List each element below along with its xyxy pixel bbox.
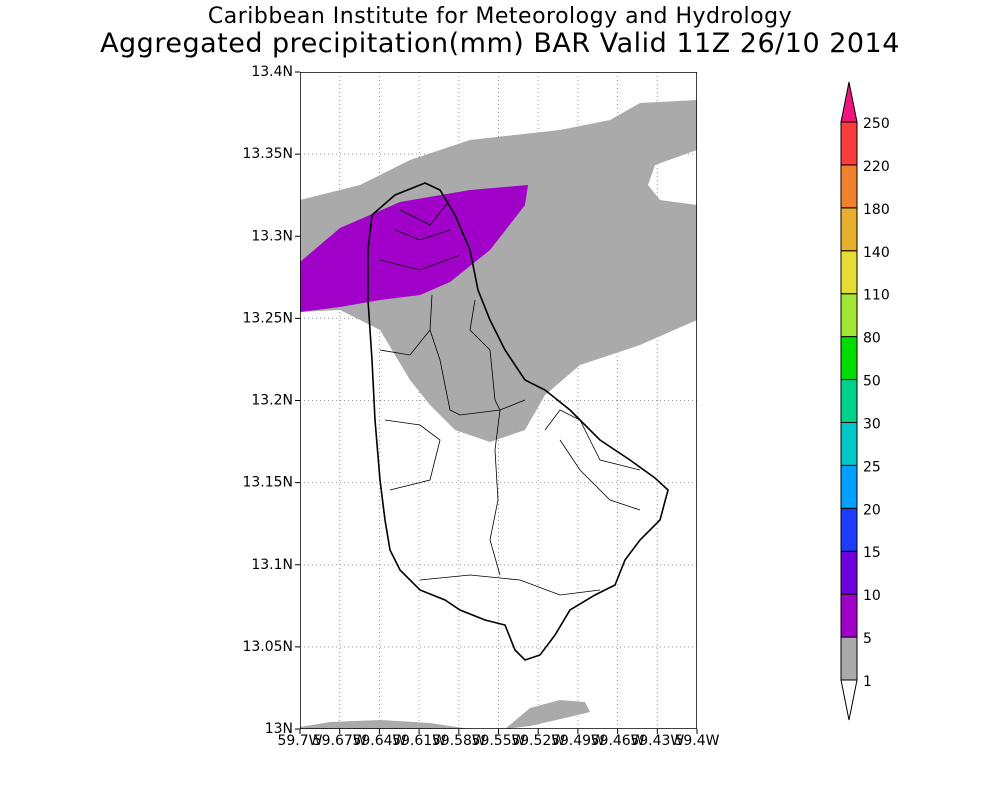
x-tick-label: 59.52W (511, 733, 565, 749)
watershed-boundaries (379, 199, 641, 596)
institute-title: Caribbean Institute for Meteorology and … (207, 4, 793, 29)
colorbar-segment (840, 164, 858, 209)
x-tick-label: 59.67W (313, 733, 367, 749)
colorbar-segment (840, 550, 858, 595)
colorbar-segment (840, 336, 858, 381)
x-tick-label: 59.4W (674, 733, 719, 749)
y-tick-label: 13.35N (242, 146, 293, 162)
colorbar-segment (840, 593, 858, 638)
y-tick-label: 13.1N (251, 557, 293, 573)
colorbar-segment (840, 207, 858, 252)
colorbar-segment (840, 250, 858, 295)
island-outline (367, 182, 669, 661)
x-tick-label: 59.58W (432, 733, 486, 749)
map-title: Aggregated precipitation(mm) BAR Valid 1… (100, 28, 900, 59)
y-tick-label: 13.3N (251, 228, 293, 244)
x-tick-label: 59.7W (277, 733, 322, 749)
y-axis: 13N 13.05N 13.1N 13.15N 13.2N 13.25N 13.3N 13.3… (242, 64, 300, 737)
colorbar-label: 180 (863, 202, 890, 218)
x-tick-label: 59.61W (392, 733, 446, 749)
colorbar-label: 30 (863, 416, 881, 432)
colorbar-label: 1 (863, 674, 872, 690)
colorbar-above-triangle (840, 81, 858, 123)
y-tick-label: 13.4N (251, 64, 293, 80)
precip-5-10mm-area (300, 185, 528, 312)
x-tick-label: 59.46W (591, 733, 645, 749)
colorbar-label: 15 (863, 545, 881, 561)
colorbar-label: 20 (863, 502, 881, 518)
colorbar-segment (840, 293, 858, 338)
colorbar-label: 250 (863, 116, 890, 132)
colorbar-label: 80 (863, 331, 881, 347)
precip-1-5mm-area-south (300, 700, 590, 729)
y-tick-label: 13.25N (242, 310, 293, 326)
x-tick-label: 59.43W (630, 733, 684, 749)
colorbar-label: 110 (863, 288, 890, 304)
x-tick-label: 59.55W (472, 733, 526, 749)
x-axis: 59.7W59.67W59.64W59.61W59.58W59.55W59.52… (277, 729, 720, 749)
colorbar-segment (840, 421, 858, 466)
colorbar-label: 5 (863, 631, 872, 647)
colorbar-segment (840, 379, 858, 423)
x-tick-label: 59.64W (352, 733, 406, 749)
y-tick-label: 13.05N (242, 639, 293, 655)
colorbar-label: 140 (863, 245, 890, 261)
colorbar-below-triangle (840, 679, 858, 721)
y-tick-label: 13.2N (251, 393, 293, 409)
colorbar-label: 25 (863, 459, 881, 475)
colorbar-segment (840, 507, 858, 552)
y-tick-label: 13.15N (242, 475, 293, 491)
colorbar-label: 50 (863, 374, 881, 390)
colorbar-segment (840, 636, 858, 681)
colorbar-label: 10 (863, 588, 881, 604)
colorbar-segment (840, 121, 858, 166)
y-tick-label: 13N (265, 721, 293, 737)
x-tick-label: 59.49W (551, 733, 605, 749)
colorbar-label: 220 (863, 159, 890, 175)
colorbar-segment (840, 464, 858, 509)
precip-1-5mm-area (300, 100, 697, 442)
